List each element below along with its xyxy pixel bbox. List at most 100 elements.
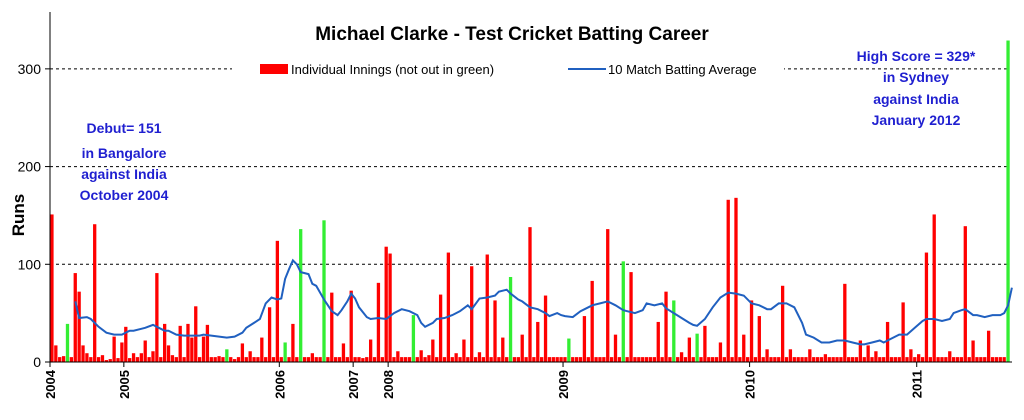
innings-bar xyxy=(979,357,983,362)
innings-bar xyxy=(501,337,505,362)
innings-bar xyxy=(812,357,816,362)
innings-bar xyxy=(998,357,1002,362)
innings-bar xyxy=(672,300,676,362)
innings-bar xyxy=(582,316,587,362)
innings-bar xyxy=(322,220,326,362)
innings-bar xyxy=(606,229,610,362)
innings-bar xyxy=(365,357,369,362)
innings-bar xyxy=(648,357,653,362)
innings-bar xyxy=(613,334,618,362)
innings-bar xyxy=(512,357,517,362)
innings-bar xyxy=(89,357,93,362)
innings-bar xyxy=(983,357,987,362)
innings-bar xyxy=(652,357,657,362)
innings-bar xyxy=(617,357,622,362)
innings-bar xyxy=(369,339,373,362)
innings-bar xyxy=(229,357,233,362)
legend: Individual Innings (not out in green) 10… xyxy=(260,62,757,77)
innings-bar xyxy=(598,357,602,362)
innings-bar xyxy=(147,357,151,362)
innings-bar xyxy=(299,229,303,362)
innings-bar xyxy=(843,283,847,362)
innings-bar xyxy=(827,357,831,362)
innings-bar xyxy=(536,321,540,362)
innings-bar xyxy=(819,357,824,362)
innings-bar xyxy=(547,357,552,362)
innings-bar xyxy=(722,357,726,362)
innings-bar xyxy=(81,345,85,362)
innings-bar xyxy=(485,254,489,362)
innings-bar xyxy=(543,295,548,362)
innings-bar xyxy=(621,261,625,362)
innings-bar xyxy=(847,357,851,362)
innings-bar xyxy=(267,307,272,362)
innings-bar xyxy=(353,357,357,362)
year-label-2009: 2009 xyxy=(556,370,571,399)
innings-bar xyxy=(909,349,913,362)
innings-bar xyxy=(586,357,590,362)
innings-bars xyxy=(50,40,1010,363)
innings-bar xyxy=(707,357,711,362)
innings-bar xyxy=(419,350,423,362)
innings-bar xyxy=(446,252,451,362)
innings-bar xyxy=(932,214,936,362)
innings-bar xyxy=(874,351,878,362)
y-tick-label: 200 xyxy=(18,159,42,175)
innings-bar xyxy=(749,300,754,362)
innings-bar xyxy=(128,358,132,362)
innings-bar xyxy=(691,357,695,362)
innings-bar xyxy=(159,357,163,362)
innings-bar xyxy=(376,282,381,362)
innings-bar xyxy=(489,357,493,362)
innings-bar xyxy=(108,359,112,362)
annotation-debut-line-4: October 2004 xyxy=(80,187,169,203)
innings-bar xyxy=(462,339,466,362)
innings-bar xyxy=(742,334,746,362)
innings-bar xyxy=(971,340,975,362)
innings-bar xyxy=(637,357,641,362)
innings-bar xyxy=(232,359,237,362)
innings-bar xyxy=(668,357,672,362)
innings-bar xyxy=(850,357,855,362)
innings-bar xyxy=(520,334,524,362)
innings-bar xyxy=(407,357,412,362)
legend-background xyxy=(232,54,784,80)
innings-bar xyxy=(473,357,478,362)
innings-bar xyxy=(58,357,62,362)
year-label-2008: 2008 xyxy=(381,370,396,399)
innings-bar xyxy=(574,357,579,362)
innings-bar xyxy=(594,357,598,362)
innings-bar xyxy=(477,352,482,362)
innings-bar xyxy=(563,357,567,362)
innings-bar xyxy=(213,357,217,362)
innings-bar xyxy=(990,357,995,362)
innings-bar xyxy=(567,338,571,362)
innings-bar xyxy=(112,336,116,362)
innings-bar xyxy=(392,357,396,362)
innings-bar xyxy=(240,343,245,362)
innings-bar xyxy=(442,357,447,362)
innings-bar xyxy=(170,355,175,362)
innings-bar xyxy=(924,252,929,362)
innings-bar xyxy=(256,357,260,362)
innings-bar xyxy=(963,226,967,362)
innings-bar xyxy=(609,357,614,362)
innings-bar xyxy=(380,357,384,362)
innings-bar xyxy=(951,357,956,362)
innings-bar xyxy=(77,291,81,362)
innings-bar xyxy=(808,349,812,362)
innings-bar xyxy=(205,324,210,362)
innings-bar xyxy=(454,353,458,362)
innings-bar xyxy=(217,356,221,362)
innings-bar xyxy=(283,342,287,362)
innings-bar xyxy=(337,357,342,362)
innings-bar xyxy=(773,357,777,362)
innings-bar xyxy=(497,357,501,362)
innings-bar xyxy=(683,357,688,362)
innings-bar xyxy=(602,357,606,362)
annotation-high-score-line-2: in Sydney xyxy=(883,69,949,85)
innings-bar xyxy=(264,357,268,362)
innings-bar xyxy=(905,357,909,362)
annotation-high-score-line-3: against India xyxy=(873,91,959,107)
annotation-high-score: High Score = 329* in Sydney against Indi… xyxy=(857,48,976,128)
